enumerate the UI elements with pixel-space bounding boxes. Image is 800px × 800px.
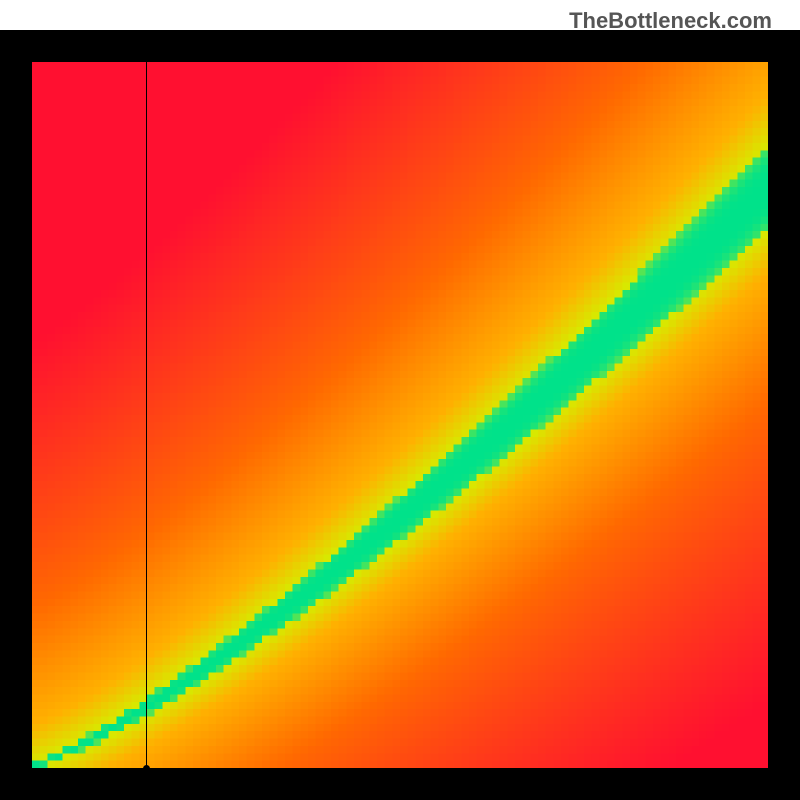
heatmap-plot-area [32, 62, 768, 768]
heatmap-canvas [32, 62, 768, 768]
chart-container: TheBottleneck.com [0, 0, 800, 800]
watermark-text: TheBottleneck.com [569, 8, 772, 34]
crosshair-vertical [146, 62, 147, 768]
